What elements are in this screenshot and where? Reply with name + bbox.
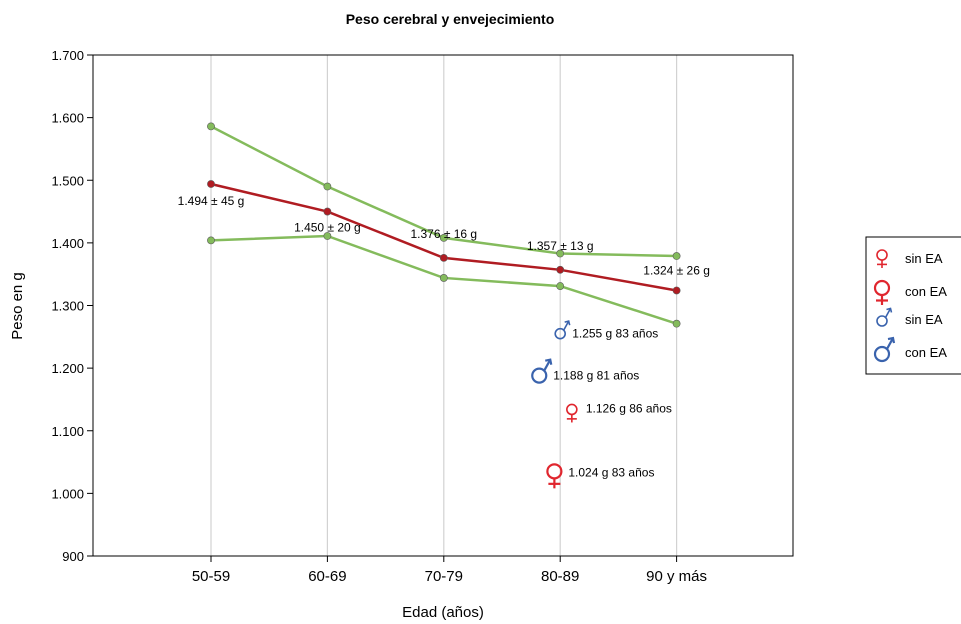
y-tick-label: 1.200	[51, 361, 84, 376]
female-large-icon	[546, 463, 563, 489]
y-tick-label: 1.600	[51, 111, 84, 126]
y-axis-ticks: 900 1.000 1.100 1.200 1.300 1.400 1.500 1.600 1.…	[51, 48, 93, 564]
male-ring	[554, 327, 567, 340]
series	[207, 122, 681, 328]
x-axis-label: Edad (años)	[402, 604, 484, 621]
data-point-mean	[207, 180, 215, 188]
male-small-icon	[554, 320, 571, 340]
data-point-lower	[323, 232, 332, 240]
male-ring	[873, 345, 891, 363]
chart-title: Peso cerebral y envejecimiento	[346, 11, 555, 27]
mean-label: 1.357 ± 13 g	[527, 239, 594, 253]
y-tick-label: 1.500	[51, 173, 84, 188]
male-arrow-shaft	[563, 320, 570, 331]
x-tick-label: 80-89	[541, 568, 579, 585]
male-arrow-shaft	[543, 359, 552, 372]
y-axis-label: Peso en g	[9, 272, 26, 340]
data-point-lower	[207, 236, 215, 245]
legend: sin EA con EA sin EA con EA	[865, 236, 961, 375]
male-arrow-shaft	[885, 337, 894, 350]
case-label: 1.126 g 86 años	[586, 401, 672, 415]
female-small-icon	[876, 249, 888, 268]
data-point-upper	[556, 249, 565, 258]
mean-label: 1.376 ± 16 g	[410, 227, 477, 241]
data-point-upper	[672, 252, 681, 260]
male-arrow-head	[886, 307, 893, 313]
data-point-upper	[439, 233, 448, 242]
data-point-lower	[439, 274, 448, 282]
data-point-mean	[672, 286, 681, 295]
case-label: 1.255 g 83 años	[572, 327, 658, 341]
female-large-icon	[873, 279, 891, 305]
x-axis-ticks: 50-59 60-69 70-79 80-89 90 y más	[192, 556, 707, 585]
data-point-upper	[323, 182, 332, 191]
legend-label: sin EA	[905, 312, 943, 327]
male-ring	[531, 367, 548, 384]
case-label: 1.024 g 83 años	[568, 465, 654, 479]
legend-label: sin EA	[905, 251, 943, 266]
male-arrow-head	[545, 358, 553, 365]
data-point-mean	[439, 254, 448, 262]
plot-frame	[92, 54, 794, 557]
data-point-lower	[672, 319, 681, 328]
male-small-icon	[876, 307, 893, 327]
female-ring	[566, 403, 578, 416]
mean-label: 1.494 ± 45 g	[178, 194, 245, 208]
x-tick-label: 90 y más	[646, 568, 707, 585]
individual-cases: 1.255 g 83 años 1.188 g 81 años 1.126 g 86…	[531, 320, 672, 489]
mean-label: 1.450 ± 20 g	[294, 221, 361, 235]
male-large-icon	[531, 358, 553, 384]
y-tick-label: 1.400	[51, 236, 84, 251]
female-ring	[546, 463, 563, 480]
male-arrow-head	[564, 320, 571, 326]
mean-labels: 1.494 ± 45 g 1.450 ± 20 g 1.376 ± 16 g 1.35…	[178, 194, 710, 277]
male-ring	[876, 315, 888, 327]
data-point-mean	[323, 207, 332, 216]
grid	[210, 55, 678, 556]
x-tick-label: 60-69	[308, 568, 346, 585]
y-tick-label: 1.100	[51, 424, 84, 439]
case-label: 1.188 g 81 años	[553, 369, 639, 383]
male-arrow-head	[887, 336, 896, 344]
y-tick-label: 1.000	[51, 486, 84, 501]
y-tick-label: 1.700	[51, 48, 84, 63]
y-tick-label: 900	[62, 549, 84, 564]
male-arrow-shaft	[884, 308, 892, 318]
legend-label: con EA	[905, 284, 947, 299]
data-point-upper	[207, 122, 215, 131]
data-point-mean	[556, 265, 565, 274]
x-tick-label: 50-59	[192, 568, 230, 585]
y-tick-label: 1.300	[51, 299, 84, 314]
x-tick-label: 70-79	[425, 568, 463, 585]
data-point-lower	[556, 282, 565, 290]
male-large-icon	[873, 336, 896, 363]
female-small-icon	[566, 403, 578, 423]
mean-label: 1.324 ± 26 g	[643, 263, 710, 277]
legend-label: con EA	[905, 345, 947, 360]
